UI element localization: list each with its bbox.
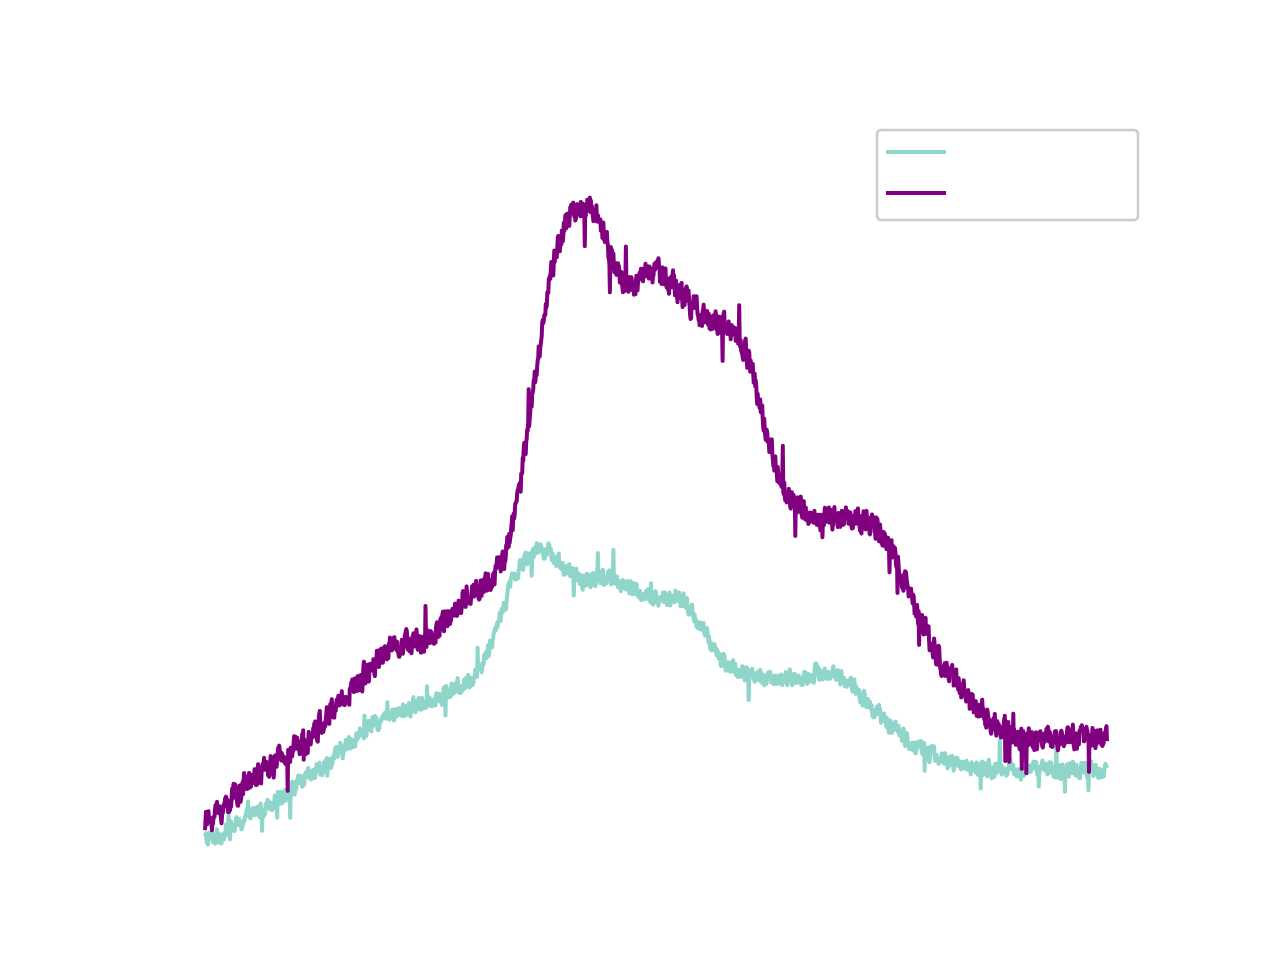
legend: [875, 128, 1140, 222]
series-line-2: [203, 195, 1109, 833]
series-layer: [203, 195, 1109, 847]
series-line-1: [203, 541, 1109, 847]
legend-box: [875, 128, 1140, 222]
